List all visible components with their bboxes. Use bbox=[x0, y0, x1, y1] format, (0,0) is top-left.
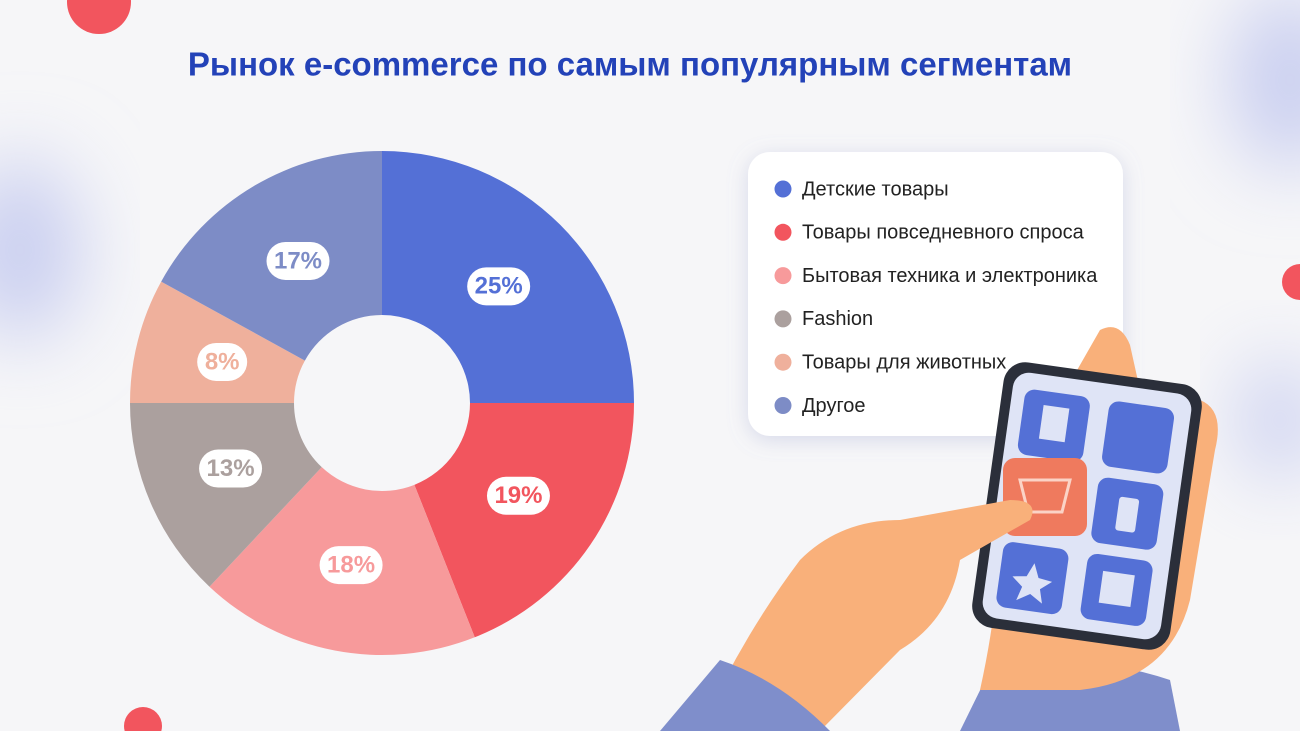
value-label-bg bbox=[199, 449, 263, 488]
pie-slice bbox=[414, 403, 634, 638]
legend-marker bbox=[774, 267, 792, 285]
value-label: 8% bbox=[205, 348, 240, 375]
value-label-bg bbox=[467, 267, 531, 306]
pie-slice bbox=[130, 281, 305, 403]
legend-marker bbox=[774, 223, 792, 241]
legend-marker bbox=[774, 397, 792, 414]
legend: Детские товары Товары повседневного спрос… bbox=[774, 178, 1098, 417]
legend-label: Товары для животных bbox=[802, 351, 1006, 373]
legend-label: Товары повседневного спроса bbox=[802, 222, 1085, 244]
value-label: 25% bbox=[475, 273, 523, 300]
value-label-bg bbox=[266, 241, 330, 280]
value-label-bg bbox=[197, 342, 248, 381]
legend-label: Детские товары bbox=[802, 178, 949, 200]
value-label-bg bbox=[319, 546, 383, 585]
legend-marker bbox=[774, 180, 792, 198]
chart-title: Рынок e-commerce по самым популярным сег… bbox=[188, 46, 1072, 83]
legend-label: Бытовая техника и электроника bbox=[802, 265, 1098, 287]
pie: 25% 19% 18% 13% 8% 17% bbox=[130, 151, 634, 655]
value-label: 18% bbox=[327, 551, 375, 578]
phone-illustration bbox=[660, 327, 1218, 731]
value-label-bg bbox=[486, 476, 550, 515]
legend-label: Другое bbox=[802, 395, 866, 417]
pie-slice bbox=[130, 403, 322, 587]
legend-marker bbox=[774, 353, 792, 371]
legend-marker bbox=[774, 310, 792, 328]
legend-label: Fashion bbox=[802, 308, 873, 330]
value-label: 17% bbox=[274, 247, 322, 274]
value-label: 13% bbox=[207, 455, 255, 482]
value-label: 19% bbox=[494, 482, 542, 509]
